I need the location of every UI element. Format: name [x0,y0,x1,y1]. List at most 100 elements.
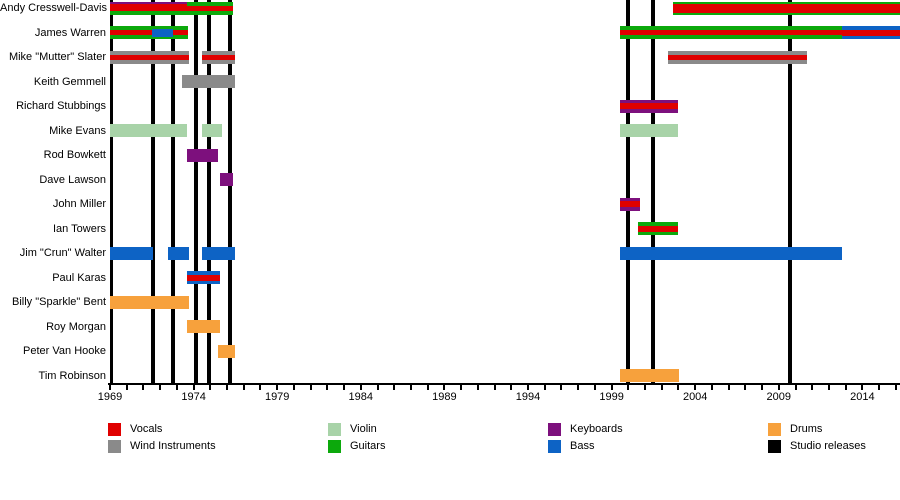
instrument-stripe-green [151,26,174,29]
axis-tick [226,385,229,390]
axis-tick [142,385,145,390]
purple-swatch-icon [548,423,561,436]
studio-release-line [193,0,198,383]
instrument-stripe-blue [110,246,153,260]
timeline-bar [187,320,221,334]
year-tick-label: 1974 [181,391,206,403]
axis-tick [409,385,412,390]
member-label: Dave Lawson [39,173,106,186]
gray-swatch-icon [108,440,121,453]
instrument-stripe-red [667,54,808,60]
axis-tick [727,385,730,390]
year-tick-label: 2009 [766,391,792,403]
instrument-stripe-lightgreen [201,124,223,138]
axis-tick [527,385,529,390]
studio-release-line [151,0,156,383]
axis-tick [543,385,546,390]
timeline-bar [110,246,153,260]
axis-tick [125,385,128,390]
instrument-stripe-lightgreen [619,124,678,138]
axis-tick [276,385,279,390]
axis-tick [292,385,295,390]
instrument-stripe-blue [168,246,189,260]
instrument-stripe-orange [218,344,236,358]
timeline-bar [187,271,221,285]
axis-tick [627,385,630,390]
lightgreen-swatch-icon [328,423,341,436]
member-label: James Warren [34,26,106,39]
timeline-bar [672,1,900,15]
red-swatch-icon [108,423,121,436]
timeline-bar [201,50,236,64]
instrument-stripe-purple [619,207,641,211]
axis-tick [109,385,111,390]
year-tick-label: 1999 [599,391,624,403]
member-label: John Miller [52,198,106,211]
axis-tick [644,385,647,390]
timeline-bar [110,26,152,40]
instrument-stripe-gray [201,50,236,55]
instrument-stripe-green [151,36,174,40]
axis-tick [476,385,479,390]
axis-tick [777,385,780,390]
y-axis-line [110,0,113,384]
timeline-bar [168,246,189,260]
instrument-stripe-blue [841,35,900,40]
axis-tick [710,385,713,390]
instrument-stripe-green [619,26,842,31]
instrument-stripe-green [173,26,189,31]
instrument-stripe-orange [619,369,679,383]
studio-release-line [626,0,631,383]
axis-tick [309,385,312,390]
instrument-stripe-purple [619,109,678,113]
orange-swatch-icon [768,423,781,436]
instrument-stripe-blue [187,271,221,275]
instrument-stripe-red [638,225,678,232]
timeline-bar [218,344,236,358]
timeline-bar [619,99,678,113]
instrument-stripe-green [110,10,188,15]
instrument-stripe-green [672,1,900,4]
timeline-bar [173,26,189,40]
green-swatch-icon [328,440,341,453]
member-label: Andy Cresswell-Davis [0,2,107,14]
year-tick-label: 2014 [850,391,875,403]
axis-tick [460,385,463,390]
member-label: Roy Morgan [46,320,106,333]
instrument-stripe-blue [187,280,221,285]
axis-tick [560,385,563,390]
year-tick-label: 1989 [432,391,457,403]
instrument-stripe-gray [667,50,808,55]
instrument-stripe-gray [201,59,236,64]
member-label: Rod Bowkett [43,149,106,162]
axis-tick [761,385,764,390]
legend-label: Vocals [130,423,163,435]
timeline-bar [667,50,808,64]
axis-tick [794,385,797,390]
instrument-stripe-green [173,35,189,40]
instrument-stripe-red [187,274,221,281]
instrument-stripe-green [110,35,152,40]
timeline-bar [110,1,188,15]
legend-label: Drums [790,423,823,435]
instrument-stripe-blue [619,246,842,260]
member-label: Richard Stubbings [16,100,106,113]
instrument-stripe-green [110,26,152,31]
studio-release-line [788,0,792,383]
instrument-stripe-orange [110,295,189,309]
studio-release-line [207,0,212,383]
timeline-bar [187,148,218,162]
instrument-stripe-blue [841,26,900,30]
instrument-stripe-blue [201,246,236,260]
member-label: Ian Towers [53,222,106,235]
instrument-stripe-purple [619,99,678,104]
studio-release-line [228,0,233,383]
member-label: Jim "Crun" Walter [19,247,106,260]
instrument-stripe-red [187,5,234,11]
instrument-stripe-gray [110,50,189,55]
timeline-bar [638,222,678,236]
axis-tick [694,385,697,390]
timeline-bar [201,246,236,260]
legend-label: Wind Instruments [130,440,216,452]
